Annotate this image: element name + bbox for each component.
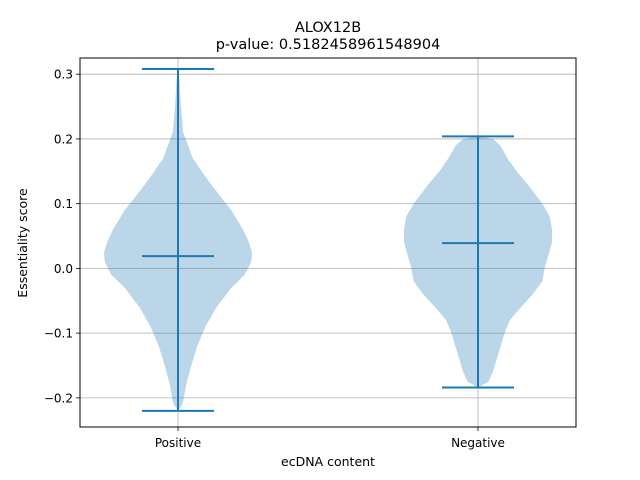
x-tick-label: Negative	[451, 436, 505, 450]
x-axis-label: ecDNA content	[281, 454, 375, 469]
y-tick-label: 0.0	[54, 262, 73, 276]
y-tick-label: 0.2	[54, 132, 73, 146]
y-tick-label: 0.1	[54, 197, 73, 211]
x-tick-label: Positive	[155, 436, 201, 450]
y-tick-label: 0.3	[54, 68, 73, 82]
tick-layer: −0.2 −0.1 0.0 0.1 0.2 0.3 Positive Negative	[44, 68, 505, 450]
plot-frame	[79, 57, 577, 428]
y-tick-label: −0.1	[44, 327, 73, 341]
y-axis-label: Essentiality score	[15, 188, 30, 298]
chart-subtitle: p-value: 0.5182458961548904	[216, 37, 441, 53]
y-tick-label: −0.2	[44, 391, 73, 405]
violin-layer	[104, 68, 552, 412]
chart-title: ALOX12B	[295, 20, 361, 36]
